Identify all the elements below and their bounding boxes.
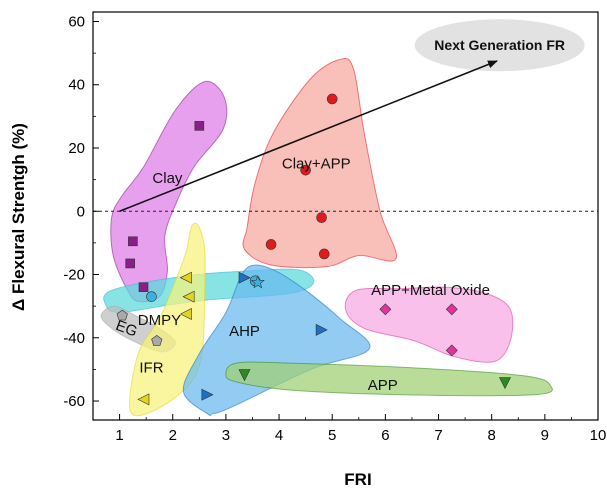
point-clay-app-1	[326, 93, 338, 105]
point-ahp-2	[315, 323, 328, 336]
point-app-metal-oxide-3	[445, 344, 458, 357]
point-app-metal-oxide-1	[379, 303, 392, 316]
point-ifr-1	[179, 271, 192, 284]
point-clay-app-4	[265, 239, 277, 250]
label-clay: Clay	[152, 170, 183, 187]
point-unlabeled-1	[250, 275, 265, 289]
y-tick-label-20: 20	[68, 140, 85, 157]
label-eg: EG	[113, 317, 139, 340]
x-axis-title: FRI	[344, 470, 371, 489]
point-ifr-2	[182, 290, 195, 303]
y-axis-ticks: -60 -40 -20 0 20 40 60	[63, 13, 99, 410]
y-tick-label--60: -60	[63, 393, 85, 410]
point-ahp-3	[201, 388, 214, 401]
y-tick-label-60: 60	[68, 13, 85, 30]
label-dmpy: DMPY	[138, 312, 181, 329]
point-app-1	[238, 369, 251, 382]
x-tick-label-4: 4	[275, 427, 283, 444]
point-clay-app-3	[316, 212, 327, 223]
point-clay-3	[125, 258, 136, 269]
point-eg-2	[151, 335, 163, 346]
trend-arrow-layer	[119, 60, 498, 212]
next-generation-callout	[414, 19, 585, 72]
label-app: APP	[368, 377, 398, 394]
region-clay-app	[242, 58, 398, 269]
plot-frame	[92, 11, 599, 421]
zero-reference-line-layer: Next Generation FR	[93, 19, 598, 212]
label-ahp: AHP	[229, 323, 260, 340]
next-generation-label: Next Generation FR	[434, 37, 565, 53]
label-app-metal-oxide: APP+Metal Oxide	[371, 282, 490, 299]
label-ifr: IFR	[139, 360, 163, 377]
group-regions	[100, 58, 553, 417]
y-tick-label-40: 40	[68, 77, 85, 94]
y-tick-label--20: -20	[63, 267, 85, 284]
x-tick-label-2: 2	[169, 427, 177, 444]
point-ifr-4	[137, 393, 150, 406]
point-clay-app-2	[300, 164, 311, 176]
x-tick-label-3: 3	[222, 427, 230, 444]
point-clay-1	[194, 121, 205, 131]
point-app-metal-oxide-2	[445, 303, 458, 316]
x-tick-label-7: 7	[434, 427, 442, 444]
point-eg-1	[116, 309, 128, 321]
x-tick-label-9: 9	[541, 427, 549, 444]
x-tick-label-6: 6	[381, 427, 389, 444]
y-tick-label-0: 0	[77, 203, 85, 220]
point-ifr-3	[179, 308, 192, 320]
x-tick-label-10: 10	[590, 427, 607, 444]
y-axis-title: Δ Flexural Strentgh (%)	[9, 123, 28, 311]
x-tick-label-8: 8	[488, 427, 496, 444]
point-dmpy-1	[146, 291, 157, 302]
point-ahp-1	[238, 271, 251, 284]
label-clay-app: Clay+APP	[282, 156, 351, 173]
point-app-2	[499, 377, 511, 390]
point-clay-2	[128, 236, 138, 247]
region-app	[225, 361, 553, 397]
point-clay-4	[138, 282, 149, 292]
trend-arrow	[119, 60, 498, 212]
x-tick-label-5: 5	[328, 427, 336, 444]
data-point-marks	[116, 93, 511, 406]
point-clay-app-5	[318, 248, 330, 260]
y-tick-label--40: -40	[63, 330, 85, 347]
plot-border	[92, 11, 599, 421]
x-axis-ticks: 1 2 3 4 5 6 7 8 9 10	[115, 414, 606, 444]
x-tick-label-1: 1	[115, 427, 123, 444]
